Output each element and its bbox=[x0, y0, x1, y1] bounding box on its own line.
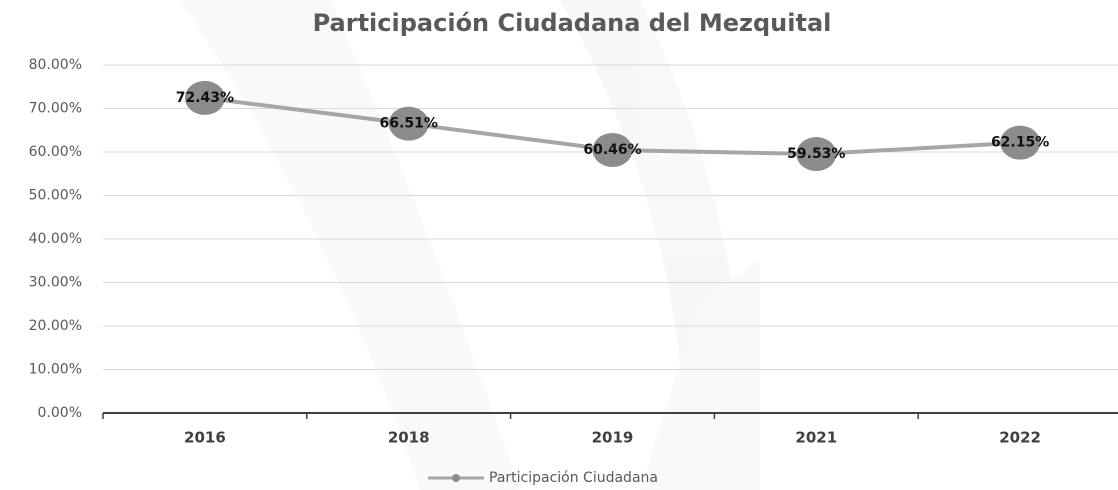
data-label: 59.53% bbox=[787, 146, 845, 162]
marker bbox=[184, 80, 225, 115]
y-tick-label: 20.00% bbox=[29, 318, 82, 334]
marker bbox=[388, 106, 429, 141]
x-tick-label: 2016 bbox=[184, 429, 226, 447]
background-decoration bbox=[180, 0, 760, 490]
y-tick-label: 0.00% bbox=[38, 405, 82, 421]
y-tick-label: 60.00% bbox=[29, 144, 82, 160]
x-tick-label: 2021 bbox=[795, 429, 837, 447]
y-tick-label: 40.00% bbox=[29, 231, 82, 247]
legend-label: Participación Ciudadana bbox=[489, 470, 658, 486]
chart-title: Participación Ciudadana del Mezquital bbox=[313, 9, 832, 37]
y-tick-label: 50.00% bbox=[29, 188, 82, 204]
data-label: 66.51% bbox=[380, 116, 438, 132]
marker bbox=[592, 132, 633, 167]
y-tick-label: 30.00% bbox=[29, 275, 82, 291]
y-tick-label: 70.00% bbox=[29, 101, 82, 117]
x-tick-label: 2018 bbox=[388, 429, 430, 447]
x-tick-label: 2019 bbox=[592, 429, 634, 447]
y-tick-label: 80.00% bbox=[29, 57, 82, 73]
marker bbox=[1000, 125, 1041, 160]
x-tick-label: 2022 bbox=[999, 429, 1041, 447]
data-label: 60.46% bbox=[583, 142, 641, 158]
y-tick-label: 10.00% bbox=[29, 362, 82, 378]
legend-marker bbox=[452, 474, 460, 482]
data-label: 62.15% bbox=[991, 135, 1049, 151]
data-label: 72.43% bbox=[176, 90, 234, 106]
marker bbox=[796, 137, 837, 172]
